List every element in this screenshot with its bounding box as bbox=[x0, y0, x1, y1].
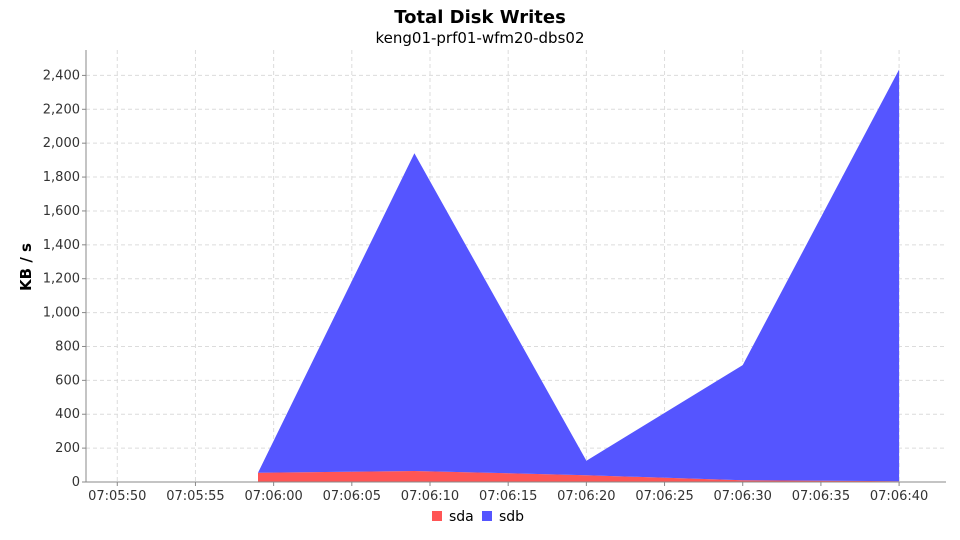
y-tick-label: 1,800 bbox=[43, 170, 80, 185]
x-tick-label: 07:06:00 bbox=[244, 489, 302, 504]
series-area-sda bbox=[258, 471, 900, 482]
x-tick-label: 07:06:30 bbox=[714, 489, 772, 504]
x-tick-label: 07:06:35 bbox=[792, 489, 850, 504]
legend-swatch-sda bbox=[432, 511, 442, 521]
x-tick-label: 07:06:20 bbox=[557, 489, 615, 504]
y-tick-label: 2,200 bbox=[43, 102, 80, 117]
chart-subtitle: keng01-prf01-wfm20-dbs02 bbox=[376, 29, 585, 47]
x-tick-label: 07:05:50 bbox=[88, 489, 146, 504]
x-tick-label: 07:05:55 bbox=[166, 489, 224, 504]
series-area-sdb bbox=[258, 69, 900, 482]
x-tick-label: 07:06:10 bbox=[401, 489, 459, 504]
y-tick-label: 200 bbox=[55, 441, 80, 456]
x-tick-label: 07:06:25 bbox=[635, 489, 693, 504]
area-layer bbox=[258, 69, 900, 482]
legend: sda sdb bbox=[432, 509, 524, 525]
y-tick-label: 1,200 bbox=[43, 272, 80, 287]
y-tick-label: 2,400 bbox=[43, 68, 80, 83]
y-tick-label: 1,400 bbox=[43, 238, 80, 253]
chart-title: Total Disk Writes bbox=[394, 7, 566, 28]
grid-layer bbox=[86, 50, 946, 482]
y-tick-label: 1,600 bbox=[43, 204, 80, 219]
x-tick-label: 07:06:15 bbox=[479, 489, 537, 504]
legend-swatch-sdb bbox=[482, 511, 492, 521]
y-axis-title: KB / s bbox=[17, 243, 35, 291]
y-tick-label: 2,000 bbox=[43, 136, 80, 151]
legend-label-sdb: sdb bbox=[499, 509, 524, 525]
y-tick-label: 1,000 bbox=[43, 306, 80, 321]
y-tick-label: 400 bbox=[55, 407, 80, 422]
x-tick-label: 07:06:40 bbox=[870, 489, 928, 504]
y-tick-label: 600 bbox=[55, 373, 80, 388]
y-tick-label: 800 bbox=[55, 339, 80, 354]
x-tick-label: 07:06:05 bbox=[323, 489, 381, 504]
legend-label-sda: sda bbox=[449, 509, 474, 525]
axis-layer: 0 200 400 600 800 1,000 1,200 1,400 1,600 1,800 2,… bbox=[43, 50, 946, 504]
y-tick-label: 0 bbox=[72, 475, 80, 490]
